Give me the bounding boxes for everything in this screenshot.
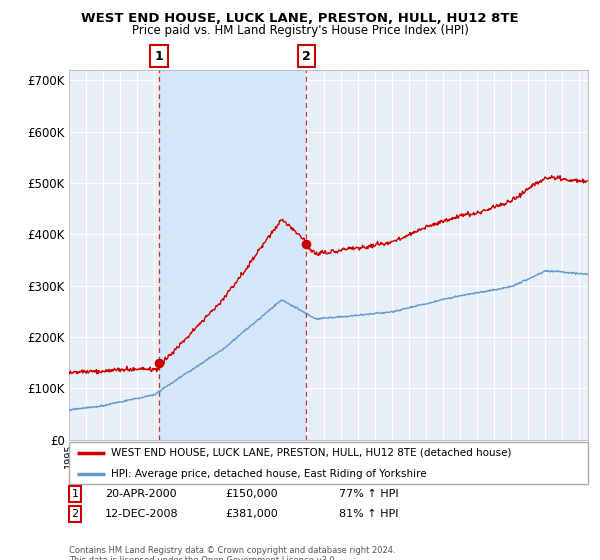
FancyBboxPatch shape — [69, 442, 588, 484]
Text: 1: 1 — [155, 50, 164, 63]
Text: 2: 2 — [71, 509, 79, 519]
Text: Contains HM Land Registry data © Crown copyright and database right 2024.
This d: Contains HM Land Registry data © Crown c… — [69, 546, 395, 560]
Text: 12-DEC-2008: 12-DEC-2008 — [105, 509, 179, 519]
Text: 81% ↑ HPI: 81% ↑ HPI — [339, 509, 398, 519]
Text: WEST END HOUSE, LUCK LANE, PRESTON, HULL, HU12 8TE (detached house): WEST END HOUSE, LUCK LANE, PRESTON, HULL… — [110, 448, 511, 458]
Text: WEST END HOUSE, LUCK LANE, PRESTON, HULL, HU12 8TE: WEST END HOUSE, LUCK LANE, PRESTON, HULL… — [81, 12, 519, 25]
Text: £381,000: £381,000 — [225, 509, 278, 519]
Text: Price paid vs. HM Land Registry's House Price Index (HPI): Price paid vs. HM Land Registry's House … — [131, 24, 469, 36]
Text: 77% ↑ HPI: 77% ↑ HPI — [339, 489, 398, 499]
Text: 1: 1 — [71, 489, 79, 499]
Text: HPI: Average price, detached house, East Riding of Yorkshire: HPI: Average price, detached house, East… — [110, 469, 426, 479]
Bar — [159, 70, 307, 440]
Text: 2: 2 — [302, 50, 311, 63]
Text: 20-APR-2000: 20-APR-2000 — [105, 489, 176, 499]
Text: £150,000: £150,000 — [225, 489, 278, 499]
